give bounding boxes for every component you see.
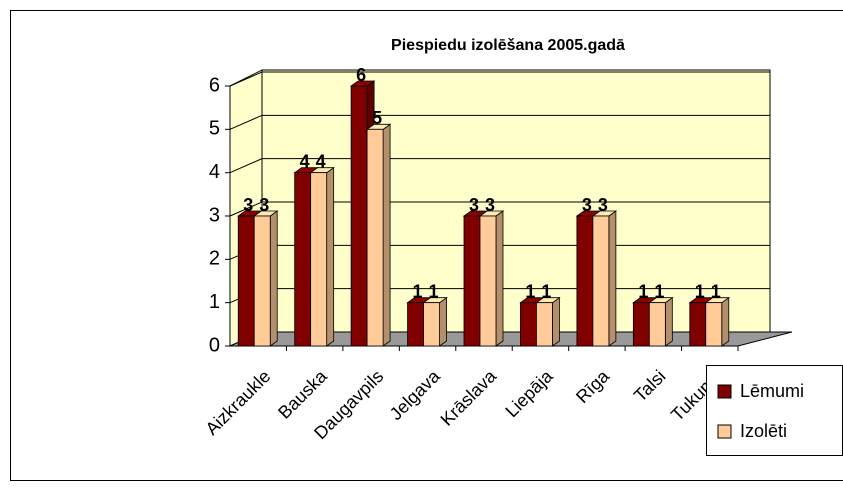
value-label: 3	[582, 195, 592, 215]
bar	[351, 86, 367, 346]
value-label: 6	[356, 65, 366, 85]
legend-label: Izolēti	[740, 421, 787, 441]
value-label: 3	[598, 195, 608, 215]
chart-title: Piespiedu izolēšana 2005.gadā	[391, 37, 625, 54]
bar-side	[270, 211, 277, 346]
bar	[480, 216, 496, 346]
value-label: 1	[413, 281, 423, 301]
y-tick-label: 2	[209, 248, 220, 270]
y-tick-label: 1	[209, 291, 220, 313]
value-label: 3	[259, 195, 269, 215]
bar	[424, 303, 440, 346]
bar	[367, 129, 383, 346]
value-label: 3	[485, 195, 495, 215]
bar-side	[327, 168, 334, 346]
bar	[311, 173, 327, 346]
value-label: 1	[638, 281, 648, 301]
value-label: 1	[711, 281, 721, 301]
bar	[633, 303, 649, 346]
y-tick-label: 6	[209, 74, 220, 96]
bar	[706, 303, 722, 346]
bar	[593, 216, 609, 346]
bar	[295, 173, 311, 346]
y-tick-label: 3	[209, 204, 220, 226]
value-label: 1	[654, 281, 664, 301]
bar	[408, 303, 424, 346]
bar-side	[496, 211, 503, 346]
bar	[536, 303, 552, 346]
bar	[520, 303, 536, 346]
value-label: 3	[243, 195, 253, 215]
bar	[254, 216, 270, 346]
bar-side	[383, 124, 390, 346]
value-label: 1	[541, 281, 551, 301]
legend-label: Lēmumi	[740, 381, 804, 401]
value-label: 1	[525, 281, 535, 301]
bar	[464, 216, 480, 346]
y-tick-label: 0	[209, 334, 220, 356]
bar-side	[552, 298, 559, 346]
legend-swatch	[718, 425, 731, 438]
value-label: 4	[300, 151, 310, 171]
legend-swatch	[718, 385, 731, 398]
bar-side	[440, 298, 447, 346]
bar-side	[609, 211, 616, 346]
value-label: 1	[695, 281, 705, 301]
bar	[238, 216, 254, 346]
value-label: 3	[469, 195, 479, 215]
bar-side	[722, 298, 729, 346]
value-label: 1	[429, 281, 439, 301]
bar-side	[665, 298, 672, 346]
legend	[707, 366, 843, 456]
bar	[577, 216, 593, 346]
y-tick-label: 4	[209, 161, 220, 183]
bar	[649, 303, 665, 346]
bar	[690, 303, 706, 346]
value-label: 5	[372, 108, 382, 128]
value-label: 4	[316, 151, 326, 171]
y-tick-label: 5	[209, 118, 220, 140]
